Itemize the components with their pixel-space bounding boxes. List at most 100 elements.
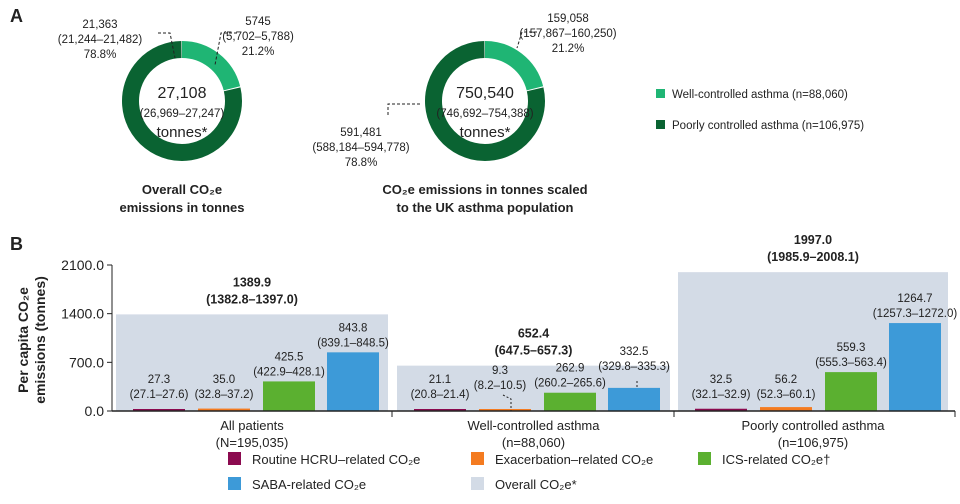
legend-swatch-exac: [471, 452, 484, 465]
bar-hcru: [133, 409, 185, 411]
bar-value-label: 35.0: [213, 374, 235, 386]
leader-line: [214, 32, 237, 66]
donut-total: 27,108: [158, 85, 207, 102]
y-axis-label-line: emissions (tonnes): [32, 276, 48, 404]
donut-total: 750,540: [456, 85, 514, 102]
x-category-label: (N=195,035): [216, 435, 289, 450]
donut-slice-poor: [425, 41, 545, 161]
annotation-poor: 21,363: [82, 19, 117, 31]
legend-swatch-well: [656, 89, 665, 98]
bar-ci-label: (260.2–265.6): [534, 378, 606, 390]
y-tick-label: 2100.0: [61, 257, 104, 273]
bar-value-label: 1264.7: [897, 293, 932, 305]
bar-value-label: 262.9: [556, 363, 585, 375]
donut-title: CO₂e emissions in tonnes scaled: [382, 182, 587, 197]
bar-ci-label: (52.3–60.1): [757, 389, 816, 401]
overall-ci-label: (647.5–657.3): [495, 344, 573, 358]
x-category-label: (n=106,975): [778, 435, 848, 450]
bar-ci-label: (1257.3–1272.0): [873, 308, 958, 320]
panel-label-b: B: [10, 234, 23, 254]
annotation-well: (157,867–160,250): [519, 28, 616, 40]
legend-label: Well-controlled asthma (n=88,060): [672, 89, 848, 101]
bar-ics: [544, 392, 596, 411]
bar-ci-label: (20.8–21.4): [411, 389, 470, 401]
bar-ics: [263, 381, 315, 411]
annotation-well: (5,702–5,788): [222, 31, 294, 43]
overall-value-label: 652.4: [518, 327, 549, 341]
legend-swatch-saba: [228, 477, 241, 490]
bar-ci-label: (8.2–10.5): [474, 380, 527, 392]
donut-slice-poor: [122, 41, 242, 161]
annotation-poor: 591,481: [340, 127, 382, 139]
annotation-poor: (588,184–594,778): [312, 142, 409, 154]
y-axis-label: Per capita CO₂eemissions (tonnes): [15, 276, 48, 404]
bar-value-label: 9.3: [492, 365, 508, 377]
bar-ics: [825, 372, 877, 411]
legend-label: ICS-related CO₂e†: [722, 452, 830, 467]
legend-label: Overall CO₂e*: [495, 477, 577, 492]
x-category-label: Poorly controlled asthma: [741, 418, 885, 433]
legend-swatch-overall: [471, 477, 484, 490]
y-axis-label-line: Per capita CO₂e: [15, 287, 31, 393]
donut-title: Overall CO₂e: [142, 182, 222, 197]
legend-swatch-poor: [656, 120, 665, 129]
bar-exac: [198, 408, 250, 411]
annotation-poor: (21,244–21,482): [58, 34, 143, 46]
donut-unit: tonnes*: [460, 124, 511, 141]
annotation-well: 159,058: [547, 13, 589, 25]
legend-label: SABA-related CO₂e: [252, 477, 366, 492]
donut-total-ci: (746,692–754,388): [436, 108, 533, 120]
legend-label: Poorly controlled asthma (n=106,975): [672, 120, 864, 132]
bar-saba: [889, 323, 941, 411]
bar-ci-label: (27.1–27.6): [130, 389, 189, 401]
leader-line: [387, 103, 420, 115]
bar-saba: [608, 387, 660, 411]
bar-value-label: 332.5: [620, 346, 649, 358]
annotation-poor: 78.8%: [84, 49, 117, 61]
annotation-well: 21.2%: [552, 43, 585, 55]
legend-swatch-hcru: [228, 452, 241, 465]
panel-label-a: A: [10, 6, 23, 26]
annotation-poor: 78.8%: [345, 157, 378, 169]
bar-value-label: 21.1: [429, 374, 451, 386]
leader-line: [502, 394, 512, 411]
overall-ci-label: (1382.8–1397.0): [206, 292, 298, 306]
annotation-well: 21.2%: [242, 46, 275, 58]
bar-exac: [479, 409, 531, 411]
donut-slice-well: [484, 41, 544, 91]
bar-value-label: 27.3: [148, 374, 170, 386]
donut-unit: tonnes*: [157, 124, 208, 141]
y-tick-label: 700.0: [69, 354, 104, 370]
bar-value-label: 843.8: [339, 322, 368, 334]
bar-exac: [760, 407, 812, 411]
bar-ci-label: (555.3–563.4): [815, 357, 887, 369]
donut-slice-well: [181, 41, 241, 91]
bar-hcru: [414, 409, 466, 411]
overall-value-label: 1997.0: [794, 233, 832, 247]
leader-line: [158, 32, 176, 59]
bar-ci-label: (422.9–428.1): [253, 366, 325, 378]
bar-value-label: 56.2: [775, 374, 797, 386]
legend-swatch-ics: [698, 452, 711, 465]
bar-ci-label: (32.8–37.2): [195, 389, 254, 401]
leader-line: [516, 31, 537, 49]
bar-hcru: [695, 408, 747, 411]
overall-ci-label: (1985.9–2008.1): [767, 250, 859, 264]
overall-value-label: 1389.9: [233, 275, 271, 289]
bar-ci-label: (839.1–848.5): [317, 337, 389, 349]
bar-value-label: 559.3: [837, 342, 866, 354]
y-tick-label: 1400.0: [61, 306, 104, 322]
x-category-label: All patients: [220, 418, 284, 433]
x-category-label: (n=88,060): [502, 435, 565, 450]
bar-ci-label: (32.1–32.9): [692, 389, 751, 401]
x-category-label: Well-controlled asthma: [468, 418, 601, 433]
bar-value-label: 425.5: [275, 351, 304, 363]
donut-title: emissions in tonnes: [120, 200, 245, 215]
donut-title: to the UK asthma population: [397, 200, 574, 215]
bar-saba: [327, 352, 379, 411]
legend-label: Routine HCRU–related CO₂e: [252, 452, 420, 467]
donut-total-ci: (26,969–27,247): [140, 108, 225, 120]
legend-label: Exacerbation–related CO₂e: [495, 452, 653, 467]
